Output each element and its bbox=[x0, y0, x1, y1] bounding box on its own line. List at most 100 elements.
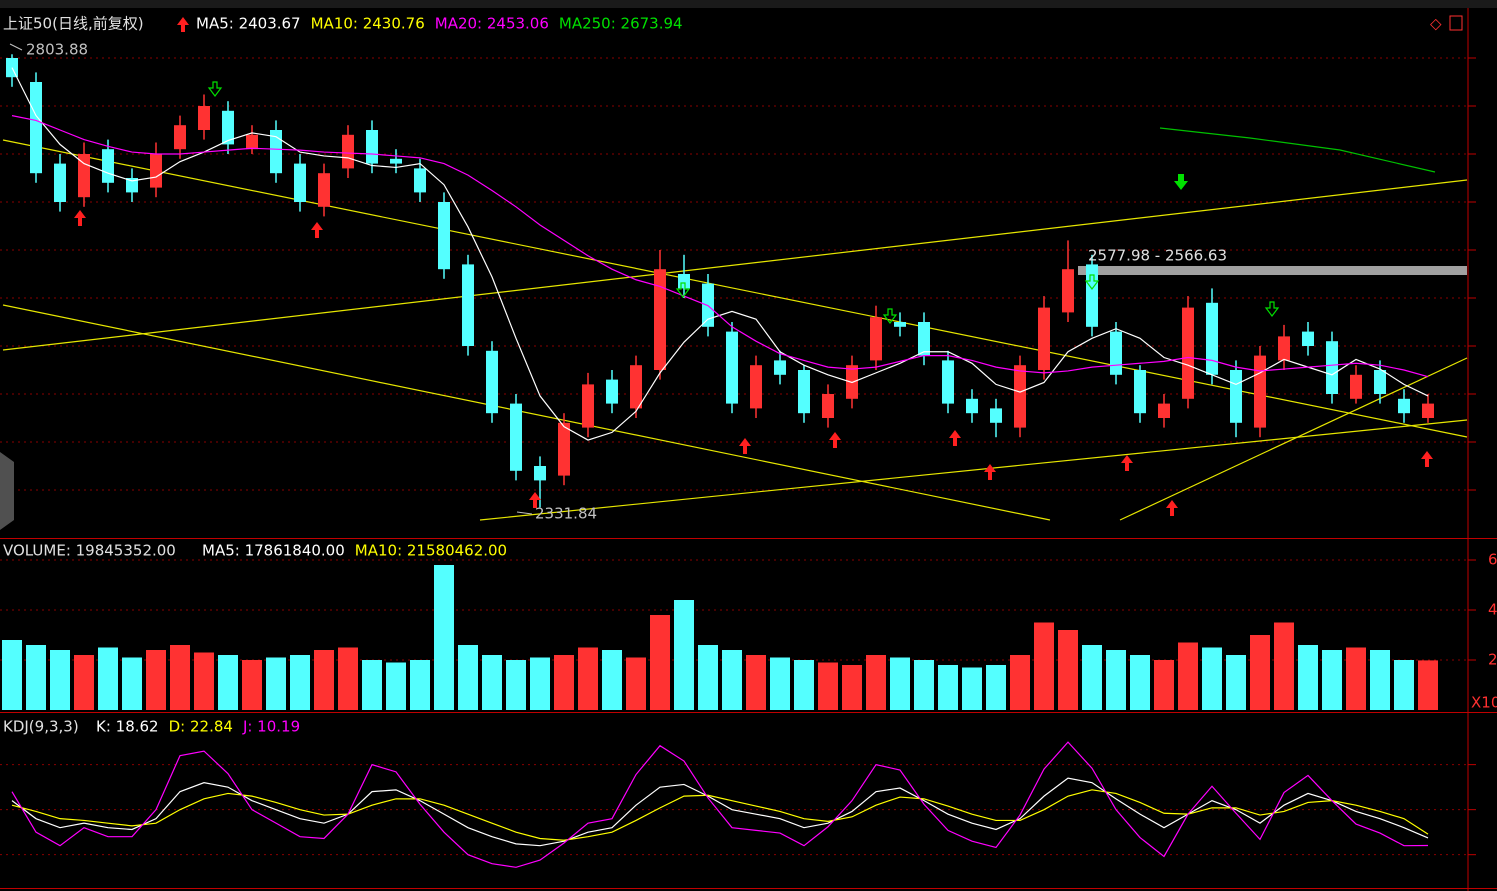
pointer bbox=[9, 43, 23, 51]
volume-bar bbox=[1202, 647, 1222, 710]
candle-body bbox=[1134, 370, 1146, 414]
arrow bbox=[1084, 274, 1100, 290]
volume-bar bbox=[1298, 645, 1318, 710]
volume-bar bbox=[74, 655, 94, 710]
candle-body bbox=[1350, 374, 1362, 399]
volume-bar bbox=[1106, 650, 1126, 710]
volume-bar bbox=[242, 660, 262, 710]
candle-body bbox=[774, 360, 786, 375]
volume-bar bbox=[1394, 660, 1414, 710]
candle-body bbox=[1158, 403, 1170, 418]
volume-bar bbox=[962, 667, 982, 710]
candle-body bbox=[630, 365, 642, 409]
candle-body bbox=[582, 384, 594, 428]
pointer bbox=[516, 511, 533, 515]
volume-bar bbox=[578, 647, 598, 710]
volume-bar bbox=[674, 600, 694, 710]
candle-body bbox=[1206, 302, 1218, 375]
panel-title: KDJ(9,3,3) bbox=[3, 718, 79, 736]
arrow bbox=[1121, 455, 1133, 471]
legend-entry: MA250: 2673.94 bbox=[559, 15, 683, 33]
volume-bar bbox=[1082, 645, 1102, 710]
volume-bar bbox=[1154, 660, 1174, 710]
top-strip bbox=[0, 0, 1497, 8]
arrow bbox=[1174, 174, 1188, 190]
volume-bar bbox=[938, 665, 958, 710]
candle-body bbox=[1374, 370, 1386, 394]
volume-bar bbox=[1058, 630, 1078, 710]
candle-body bbox=[918, 322, 930, 356]
candle-body bbox=[102, 149, 114, 183]
candle-body bbox=[654, 269, 666, 370]
candle-body bbox=[150, 154, 162, 188]
volume-bar bbox=[266, 657, 286, 710]
trendline bbox=[2, 304, 1051, 521]
volume-bar bbox=[1274, 622, 1294, 710]
arrow bbox=[1421, 451, 1433, 467]
candle-body bbox=[726, 331, 738, 404]
candle-body bbox=[198, 106, 210, 130]
chart-title: 上证50(日线,前复权) bbox=[3, 15, 144, 33]
range-bar bbox=[1078, 266, 1467, 275]
volume-bar bbox=[1010, 655, 1030, 710]
volume-bar bbox=[482, 655, 502, 710]
candle-body bbox=[462, 264, 474, 346]
candle-body bbox=[246, 134, 258, 150]
volume-bar bbox=[1178, 642, 1198, 710]
candle-body bbox=[1422, 403, 1434, 418]
y-tick-label: 6 bbox=[1488, 551, 1497, 569]
side-handle bbox=[0, 452, 14, 530]
candle-body bbox=[366, 130, 378, 164]
candle-body bbox=[1110, 331, 1122, 375]
icon[interactable]: ◇ bbox=[1430, 15, 1442, 33]
volume-bar bbox=[770, 657, 790, 710]
candle-body bbox=[942, 360, 954, 404]
volume-bar bbox=[890, 657, 910, 710]
candle-body bbox=[318, 173, 330, 207]
candle-body bbox=[870, 317, 882, 361]
candle-body bbox=[390, 158, 402, 164]
volume-bar bbox=[914, 660, 934, 710]
candle-body bbox=[1182, 307, 1194, 399]
volume-bar bbox=[650, 615, 670, 710]
ma-line bbox=[11, 67, 1429, 441]
buy-arrows bbox=[74, 17, 1433, 516]
volume-bar bbox=[170, 645, 190, 710]
panel-title: VOLUME: 19845352.00 bbox=[3, 542, 176, 560]
sell-arrows bbox=[207, 81, 1280, 324]
kdj-line bbox=[11, 777, 1429, 847]
candle-body bbox=[894, 322, 906, 327]
candle-body bbox=[1302, 331, 1314, 346]
arrow bbox=[207, 81, 223, 97]
candle-body bbox=[294, 163, 306, 202]
candle-body bbox=[990, 408, 1002, 423]
volume-bar bbox=[1418, 660, 1438, 710]
volume-bar bbox=[1322, 650, 1342, 710]
legend-entry: J: 10.19 bbox=[242, 718, 300, 736]
trendlines bbox=[2, 139, 1468, 521]
kdj-line bbox=[11, 789, 1429, 841]
volume-bar bbox=[794, 660, 814, 710]
arrow bbox=[675, 282, 691, 298]
candle-body bbox=[1230, 370, 1242, 423]
volume-bar bbox=[842, 665, 862, 710]
volume-bar bbox=[26, 645, 46, 710]
volume-bar bbox=[218, 655, 238, 710]
legend-entry: K: 18.62 bbox=[96, 718, 159, 736]
plot bbox=[2, 54, 1438, 868]
ma250-line bbox=[1159, 127, 1436, 173]
candle-body bbox=[1086, 264, 1098, 327]
candle-body bbox=[342, 134, 354, 169]
arrow bbox=[739, 438, 751, 454]
arrow bbox=[177, 17, 189, 32]
icon[interactable] bbox=[1449, 15, 1463, 31]
candle-body bbox=[1014, 365, 1026, 428]
volume-bar bbox=[98, 647, 118, 710]
volume-bar bbox=[626, 657, 646, 710]
volume-bar bbox=[1130, 655, 1150, 710]
y-tick-label: 4 bbox=[1488, 601, 1497, 619]
candle-body bbox=[534, 466, 546, 481]
annotation: 2577.98 - 2566.63 bbox=[1088, 247, 1227, 265]
candle-body bbox=[126, 178, 138, 193]
y-tick-label: 2 bbox=[1488, 651, 1497, 669]
